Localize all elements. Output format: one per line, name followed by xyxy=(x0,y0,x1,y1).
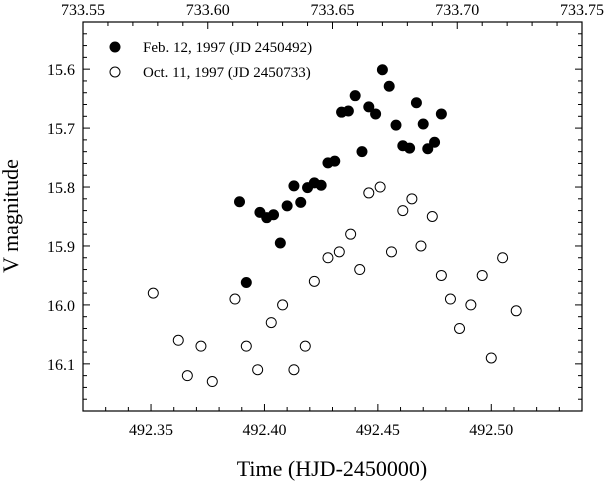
y-tick-labels: 15.6 15.7 15.8 15.9 16.0 16.1 xyxy=(47,62,75,374)
y-tick-label: 15.7 xyxy=(47,121,75,138)
feb-1997-data-point xyxy=(356,146,368,158)
oct-1997-data-point xyxy=(277,299,289,311)
oct-1997-data-point xyxy=(476,269,488,281)
oct-1997-data-point xyxy=(435,269,447,281)
legend-entry-label: Oct. 11, 1997 (JD 2450733) xyxy=(143,65,311,81)
oct-1997-data-point xyxy=(229,293,241,305)
oct-1997-data-point xyxy=(374,181,386,193)
oct-1997-data-point xyxy=(288,364,300,376)
oct-1997-data-point xyxy=(415,240,427,252)
y-tick-label: 15.8 xyxy=(47,180,75,197)
top-tick-label: 733.65 xyxy=(311,2,355,19)
top-tick-label: 733.60 xyxy=(186,2,230,19)
feb-1997-data-point xyxy=(435,108,447,120)
oct-1997-data-point xyxy=(195,340,207,352)
x-axis-label: Time (HJD-2450000) xyxy=(237,456,427,481)
oct-1997-data-point xyxy=(454,322,466,334)
y-tick-label: 15.6 xyxy=(47,62,75,79)
oct-1997-data-point xyxy=(181,370,193,382)
oct-1997-data-point xyxy=(172,334,184,346)
feb-1997-data-point xyxy=(363,101,375,113)
oct-1997-data-point xyxy=(497,252,509,264)
top-tick-label: 733.75 xyxy=(560,2,604,19)
feb-1997-data-point xyxy=(370,108,382,120)
data-points xyxy=(147,64,522,388)
oct-1997-data-point xyxy=(299,340,311,352)
x-tick-label: 492.35 xyxy=(129,422,173,439)
feb-1997-data-point xyxy=(342,105,354,117)
feb-1997-data-point xyxy=(404,142,416,154)
feb-1997-data-point xyxy=(315,179,327,191)
feb-1997-data-point xyxy=(240,277,252,289)
oct-1997-data-point xyxy=(426,211,438,222)
oct-1997-data-point xyxy=(385,246,397,258)
legend-marker xyxy=(109,66,121,78)
y-tick-label: 15.9 xyxy=(47,239,75,256)
oct-1997-data-point xyxy=(345,228,357,240)
top-axis-tick-labels: 733.55 733.60 733.65 733.70 733.75 xyxy=(61,2,604,19)
oct-1997-data-point xyxy=(252,364,264,376)
oct-1997-data-point xyxy=(397,205,409,217)
y-tick-label: 16.0 xyxy=(47,298,75,315)
top-tick-label: 733.55 xyxy=(61,2,105,19)
feb-1997-data-point xyxy=(390,119,402,131)
feb-1997-data-point xyxy=(417,118,429,130)
oct-1997-data-point xyxy=(510,305,522,317)
oct-1997-data-point xyxy=(465,299,477,311)
y-tick-label: 16.1 xyxy=(47,357,75,374)
feb-1997-data-point xyxy=(329,155,341,167)
oct-1997-data-point xyxy=(265,317,277,329)
x-tick-label: 492.50 xyxy=(469,422,513,439)
feb-1997-data-point xyxy=(422,143,434,155)
oct-1997-data-point xyxy=(444,293,456,305)
feb-1997-data-point xyxy=(376,64,388,76)
legend-marker xyxy=(109,41,121,53)
oct-1997-data-point xyxy=(147,287,159,299)
oct-1997-data-point xyxy=(206,376,218,388)
feb-1997-data-point xyxy=(268,209,280,221)
feb-1997-data-point xyxy=(349,90,361,102)
feb-1997-data-point xyxy=(429,136,441,148)
x-tick-label: 492.40 xyxy=(242,422,286,439)
feb-1997-data-point xyxy=(274,237,286,249)
oct-1997-data-point xyxy=(406,193,418,205)
feb-1997-data-point xyxy=(234,196,246,208)
legend: Feb. 12, 1997 (JD 2450492) Oct. 11, 1997 … xyxy=(109,40,312,81)
oct-1997-data-point xyxy=(354,264,366,276)
feb-1997-data-point xyxy=(281,200,293,212)
x-tick-label: 492.45 xyxy=(356,422,400,439)
top-tick-label: 733.70 xyxy=(435,2,479,19)
oct-1997-data-point xyxy=(333,246,345,258)
oct-1997-data-point xyxy=(308,275,320,287)
oct-1997-data-point xyxy=(240,340,252,352)
y-axis-label: V magnitude xyxy=(0,159,23,273)
oct-1997-data-point xyxy=(322,252,334,264)
oct-1997-data-point xyxy=(485,352,497,364)
axis-ticks xyxy=(82,21,583,412)
oct-1997-data-point xyxy=(363,187,375,199)
feb-1997-data-point xyxy=(288,180,300,192)
legend-entry-label: Feb. 12, 1997 (JD 2450492) xyxy=(143,40,312,56)
feb-1997-data-point xyxy=(383,80,395,92)
x-tick-labels: 492.35 492.40 492.45 492.50 xyxy=(129,422,513,439)
feb-1997-data-point xyxy=(295,196,307,208)
feb-1997-data-point xyxy=(410,97,422,109)
